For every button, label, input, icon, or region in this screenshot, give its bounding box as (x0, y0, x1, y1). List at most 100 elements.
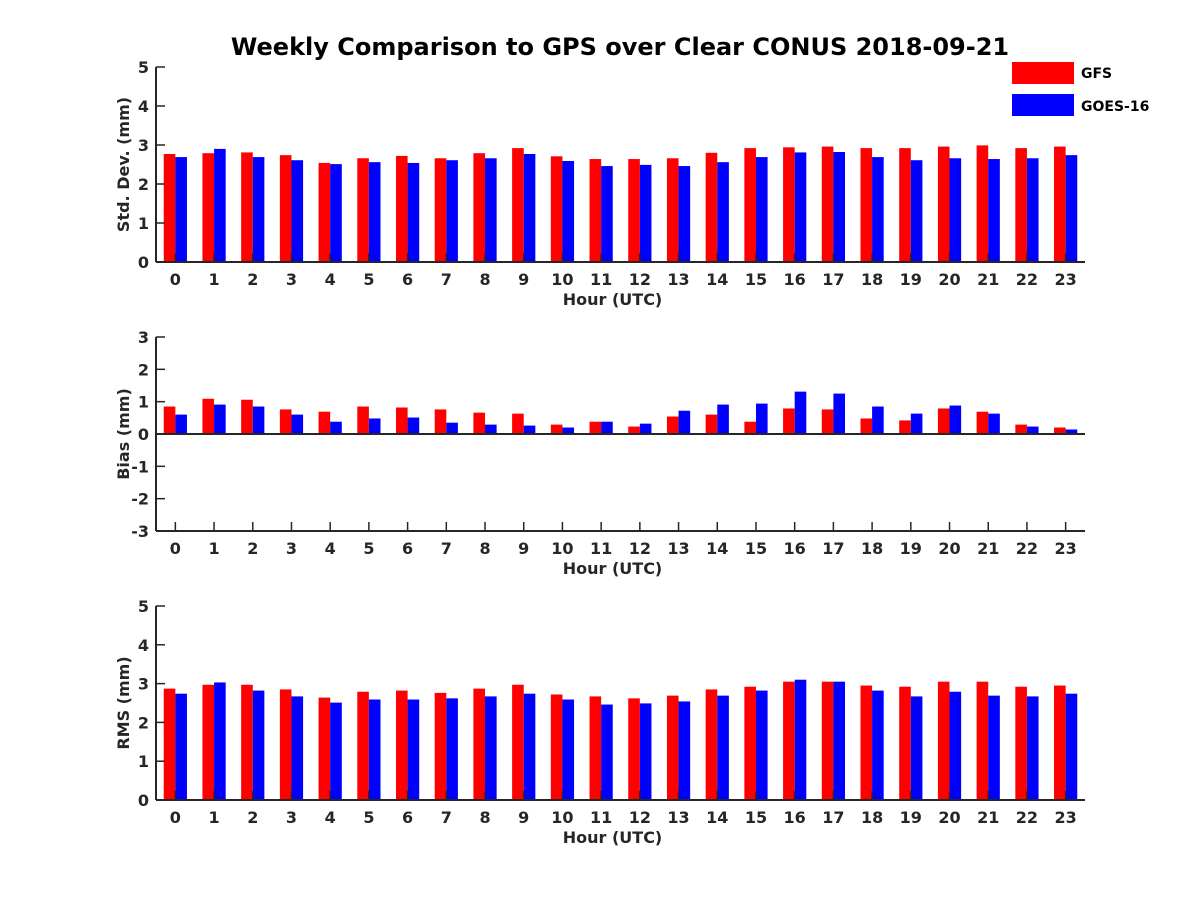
bar-bias-gfs-12 (628, 426, 640, 434)
xtick-label-rms: 16 (784, 808, 806, 827)
xtick-label-stddev: 23 (1055, 270, 1077, 289)
ytick-label-rms: 0 (138, 791, 149, 810)
bar-stddev-gfs-14 (705, 152, 718, 262)
bar-stddev-gfs-12 (628, 159, 640, 262)
xtick-label-bias: 14 (706, 539, 728, 558)
bar-bias-gfs-8 (473, 412, 486, 434)
bar-rms-goes16-14 (717, 695, 729, 800)
xtick-label-stddev: 2 (247, 270, 258, 289)
xtick-label-stddev: 10 (551, 270, 573, 289)
xtick-label-stddev: 1 (208, 270, 219, 289)
bar-stddev-gfs-22 (1015, 148, 1027, 262)
xtick-label-rms: 21 (977, 808, 999, 827)
xtick-label-bias: 7 (441, 539, 452, 558)
bar-rms-gfs-20 (937, 681, 950, 800)
xtick-label-rms: 10 (551, 808, 573, 827)
xtick-label-rms: 4 (325, 808, 336, 827)
bar-stddev-gfs-16 (783, 147, 795, 262)
xtick-label-stddev: 12 (629, 270, 651, 289)
bar-bias-goes16-18 (872, 406, 884, 434)
bar-bias-gfs-2 (241, 399, 253, 434)
bar-bias-goes16-1 (214, 404, 226, 434)
bar-stddev-gfs-21 (976, 145, 989, 262)
xtick-label-stddev: 15 (745, 270, 767, 289)
xtick-label-rms: 3 (286, 808, 297, 827)
bar-bias-goes16-15 (755, 403, 768, 434)
xtick-label-bias: 8 (479, 539, 490, 558)
bar-stddev-goes16-6 (407, 162, 420, 262)
xtick-label-bias: 23 (1055, 539, 1077, 558)
xtick-label-rms: 2 (247, 808, 258, 827)
bar-bias-gfs-17 (821, 409, 834, 434)
bar-bias-goes16-6 (407, 417, 420, 434)
bar-bias-goes16-12 (639, 423, 652, 434)
xtick-label-stddev: 18 (861, 270, 883, 289)
bar-rms-goes16-11 (601, 704, 613, 800)
xtick-label-stddev: 6 (402, 270, 413, 289)
xtick-label-rms: 12 (629, 808, 651, 827)
bar-rms-goes16-17 (833, 681, 846, 800)
bar-bias-gfs-14 (705, 414, 718, 434)
bar-rms-gfs-22 (1015, 686, 1027, 800)
ytick-label-stddev: 3 (138, 136, 149, 155)
bar-bias-gfs-15 (744, 421, 756, 434)
bar-bias-gfs-21 (976, 411, 989, 434)
bar-bias-goes16-3 (291, 414, 304, 434)
bar-rms-gfs-12 (628, 698, 640, 800)
bar-rms-goes16-12 (639, 703, 652, 800)
xtick-label-bias: 18 (861, 539, 883, 558)
bar-rms-gfs-5 (357, 691, 369, 800)
ytick-label-rms: 3 (138, 675, 149, 694)
bar-rms-gfs-14 (705, 689, 718, 800)
bar-rms-gfs-2 (241, 684, 253, 800)
xlabel-stddev: Hour (UTC) (563, 290, 663, 309)
bar-stddev-gfs-8 (473, 153, 486, 262)
bar-stddev-gfs-6 (395, 155, 408, 262)
bar-bias-goes16-23 (1065, 429, 1078, 434)
bar-bias-gfs-22 (1015, 424, 1027, 434)
ytick-label-rms: 4 (138, 636, 149, 655)
xtick-label-rms: 8 (479, 808, 490, 827)
bar-rms-gfs-10 (550, 694, 563, 800)
bar-rms-goes16-6 (407, 699, 420, 800)
bar-stddev-goes16-13 (678, 166, 691, 262)
ytick-label-stddev: 2 (138, 175, 149, 194)
xtick-label-stddev: 8 (479, 270, 490, 289)
bar-stddev-gfs-7 (434, 158, 447, 262)
xtick-label-bias: 10 (551, 539, 573, 558)
ytick-label-stddev: 1 (138, 214, 149, 233)
bar-bias-gfs-6 (395, 407, 408, 434)
xlabel-bias: Hour (UTC) (563, 559, 663, 578)
bar-stddev-gfs-15 (744, 148, 756, 262)
bar-rms-gfs-8 (473, 688, 486, 800)
bar-stddev-gfs-18 (860, 148, 873, 262)
xtick-label-bias: 19 (900, 539, 922, 558)
bar-stddev-goes16-14 (717, 162, 729, 262)
bar-bias-goes16-0 (175, 414, 187, 434)
bar-bias-goes16-5 (368, 418, 381, 434)
bar-stddev-goes16-20 (949, 158, 962, 262)
xtick-label-bias: 15 (745, 539, 767, 558)
bar-stddev-gfs-0 (163, 153, 176, 262)
xtick-label-rms: 20 (938, 808, 960, 827)
bar-bias-gfs-1 (202, 398, 215, 434)
legend-label-goes16: GOES-16 (1081, 99, 1149, 115)
ytick-label-bias: 1 (138, 393, 149, 412)
ytick-label-bias: 3 (138, 328, 149, 347)
bar-bias-goes16-2 (252, 406, 265, 434)
bar-bias-gfs-20 (937, 408, 950, 434)
bar-bias-goes16-21 (988, 413, 1000, 434)
xtick-label-bias: 20 (938, 539, 960, 558)
xtick-label-stddev: 17 (822, 270, 844, 289)
xtick-label-stddev: 7 (441, 270, 452, 289)
ytick-label-rms: 1 (138, 752, 149, 771)
xtick-label-stddev: 13 (667, 270, 689, 289)
bar-rms-goes16-7 (446, 698, 458, 800)
bar-rms-goes16-21 (988, 695, 1000, 800)
xtick-label-stddev: 21 (977, 270, 999, 289)
bar-stddev-gfs-1 (202, 153, 215, 262)
bar-stddev-gfs-23 (1054, 146, 1066, 262)
